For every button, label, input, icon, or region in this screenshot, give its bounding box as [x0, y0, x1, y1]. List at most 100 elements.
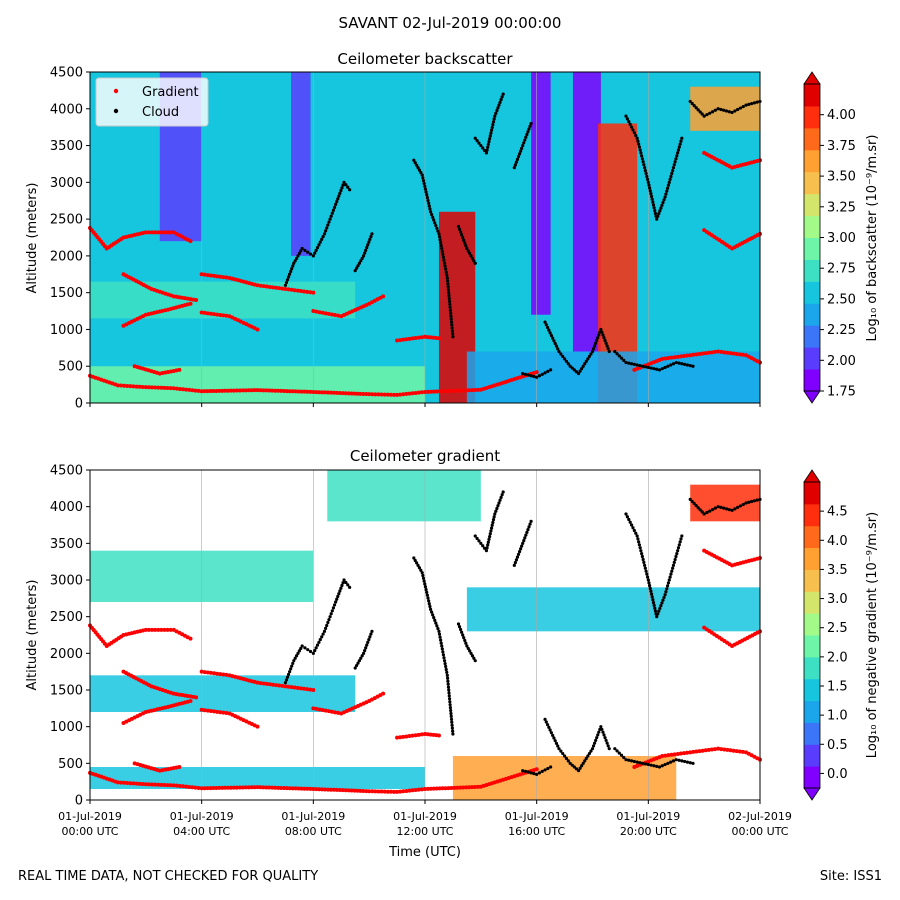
gradient-point — [190, 388, 195, 393]
cloud-point — [627, 361, 631, 365]
gradient-point — [252, 388, 257, 393]
cloud-point — [676, 148, 681, 152]
cloud-point — [495, 506, 499, 511]
gradient-point — [329, 312, 334, 317]
cloud-point — [289, 667, 293, 671]
cloud-point — [525, 132, 529, 137]
gradient-point — [199, 272, 204, 277]
gradient-point — [434, 786, 439, 791]
cloud-point — [440, 249, 444, 254]
cloud-point — [627, 120, 631, 124]
gradient-point — [349, 788, 354, 793]
cloud-point — [465, 644, 469, 648]
gradient-point — [224, 275, 229, 280]
cloud-point — [341, 581, 345, 585]
cloud-point — [601, 730, 605, 734]
gradient-point — [728, 351, 733, 356]
cloud-point — [662, 198, 666, 202]
cloud-point — [458, 230, 463, 234]
gradient-point — [168, 230, 173, 235]
gradient-point — [423, 787, 427, 791]
cloud-point — [655, 764, 659, 768]
cloud-point — [477, 539, 481, 543]
cloud-point — [331, 606, 336, 610]
cloud-point — [317, 640, 321, 644]
cloud-point — [297, 649, 301, 653]
gradient-point — [455, 785, 460, 790]
cloud-point — [636, 139, 640, 143]
cloud-point — [366, 243, 370, 247]
colorbar-tick-label: 3.50 — [827, 170, 856, 185]
cloud-point — [669, 572, 673, 576]
gradient-point — [193, 785, 198, 790]
cloud-point — [526, 770, 530, 774]
cloud-point — [556, 744, 560, 748]
cloud-point — [617, 354, 621, 358]
cloud-point — [619, 356, 624, 360]
gradient-point — [280, 683, 285, 688]
gradient-point — [202, 708, 207, 713]
cloud-point — [488, 137, 492, 141]
cloud-point — [439, 241, 443, 245]
gradient-point — [440, 786, 445, 791]
cloud-point — [738, 504, 743, 508]
x-tick-label-time: 16:00 UTC — [508, 825, 565, 838]
gradient-point — [381, 691, 386, 696]
gradient-point — [273, 388, 278, 393]
gradient-point — [391, 789, 396, 794]
gradient-point — [419, 335, 424, 340]
cloud-point — [369, 234, 373, 239]
cloud-point — [468, 649, 472, 653]
cloud-point — [364, 646, 368, 650]
gradient-point — [296, 389, 301, 394]
cloud-point — [294, 654, 299, 658]
cloud-point — [547, 328, 551, 332]
cloud-point — [638, 364, 642, 368]
cloud-point — [744, 501, 748, 505]
cloud-point — [619, 753, 624, 757]
cloud-point — [481, 146, 485, 150]
cloud-point — [348, 585, 352, 589]
colorbar-segment — [804, 700, 820, 723]
cloud-point — [425, 590, 429, 595]
cloud-point — [553, 739, 557, 743]
cloud-point — [688, 497, 692, 501]
cloud-point — [750, 499, 754, 504]
x-tick-label-time: 08:00 UTC — [285, 825, 342, 838]
cloud-point — [360, 256, 364, 260]
cloud-point — [669, 760, 673, 764]
cloud-point — [705, 510, 709, 515]
gradient-point — [410, 788, 415, 793]
gradient-point — [706, 747, 711, 752]
cloud-point — [646, 762, 650, 767]
cloud-point — [561, 354, 565, 359]
cloud-point — [447, 296, 451, 301]
cloud-point — [366, 640, 370, 644]
cloud-point — [446, 679, 450, 683]
gradient-point — [470, 388, 475, 393]
cloud-point — [485, 148, 489, 152]
gradient-point — [134, 384, 139, 389]
cloud-point — [482, 546, 487, 550]
cloud-point — [520, 146, 524, 150]
colorbar-segment — [804, 281, 820, 304]
cloud-point — [425, 593, 429, 597]
gradient-point — [337, 788, 342, 793]
cloud-point — [696, 506, 700, 510]
gradient-point — [165, 230, 170, 235]
cloud-point — [472, 259, 476, 263]
cloud-point — [683, 362, 687, 366]
cloud-point — [660, 367, 664, 371]
gradient-point — [314, 309, 319, 314]
colorbar-segment — [804, 613, 820, 636]
cloud-point — [648, 189, 652, 193]
cloud-point — [435, 226, 439, 230]
colorbar-segment — [804, 744, 820, 767]
gradient-point — [208, 389, 213, 394]
gradient-point — [270, 785, 275, 790]
cloud-point — [441, 653, 446, 657]
gradient-point — [240, 785, 245, 790]
cloud-point — [552, 339, 556, 343]
gradient-point — [221, 710, 226, 715]
gradient-point — [165, 386, 170, 391]
